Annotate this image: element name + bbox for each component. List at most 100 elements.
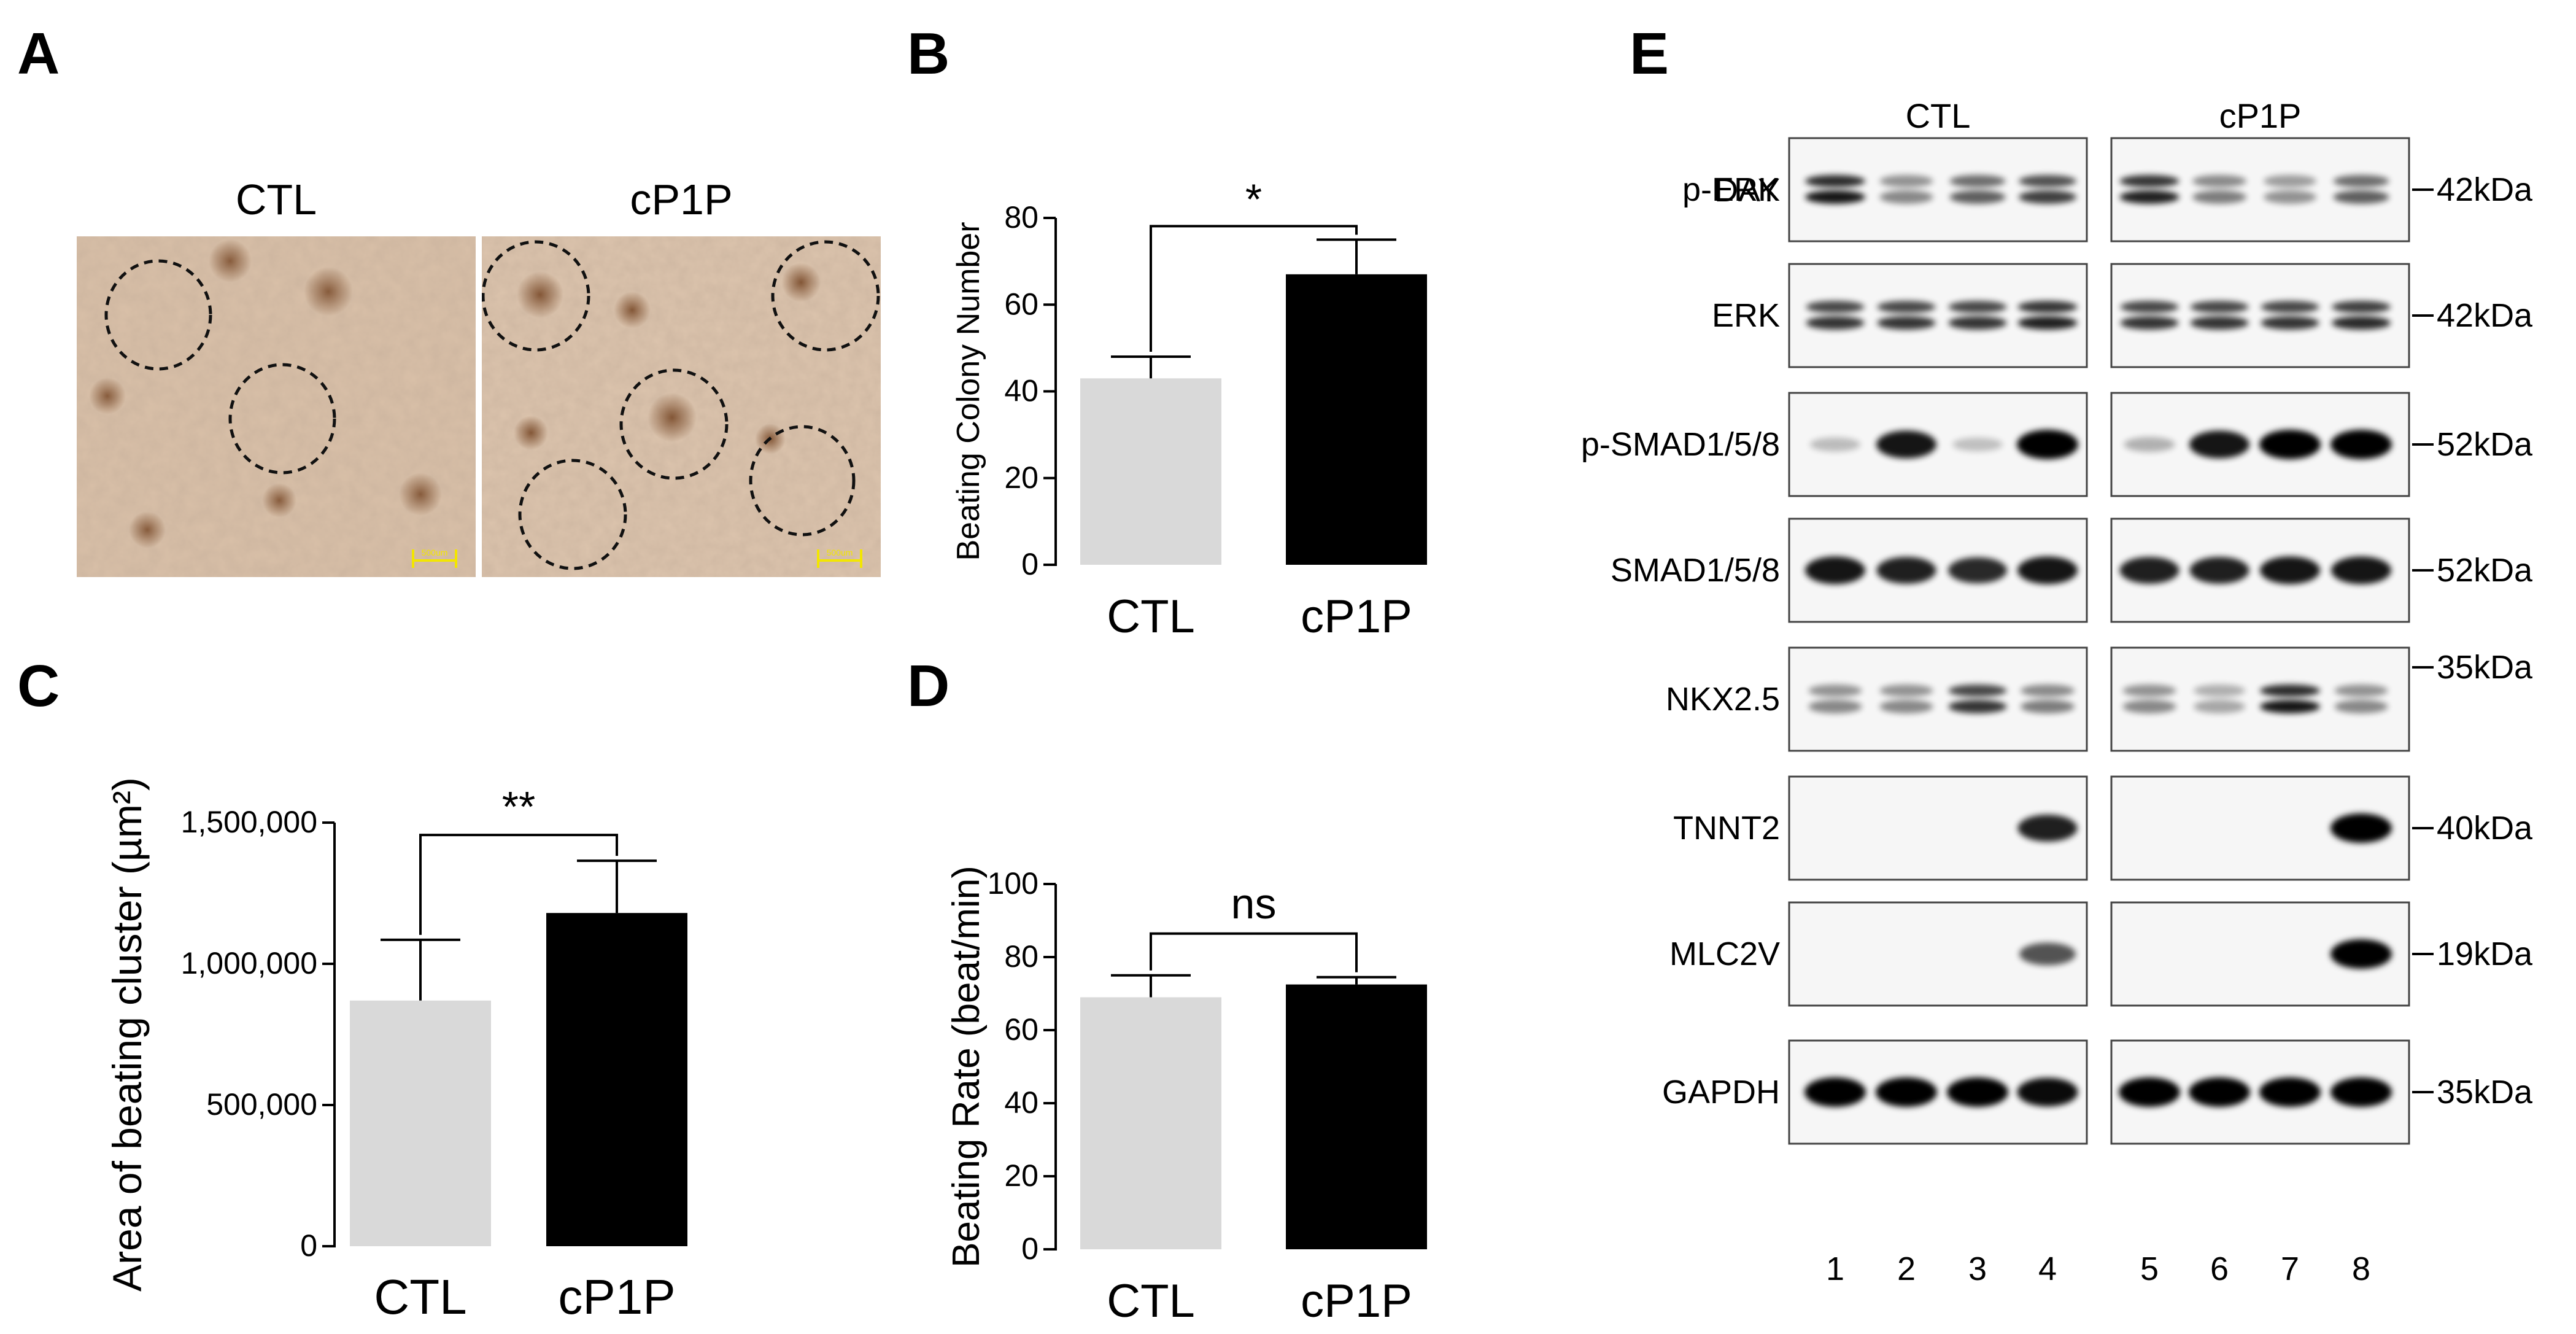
significance-bracket — [1150, 932, 1358, 972]
beating-colony-circle — [771, 240, 880, 352]
blot-band — [1879, 175, 1933, 187]
scale-bar — [817, 549, 862, 568]
kda-label: 35kDa — [2437, 1074, 2533, 1111]
beating-cluster-area-chart: 0 500,000 1,000,000 1,500,000 Area of beatin… — [104, 777, 687, 1324]
y-tick-label: 40 — [1004, 1085, 1039, 1120]
lane-number: 7 — [2281, 1251, 2299, 1287]
blot-band — [2190, 316, 2249, 330]
blot-band — [2120, 316, 2179, 330]
lane-number: 3 — [1968, 1251, 1987, 1287]
blot-band — [2332, 316, 2391, 330]
beating-colony-circle — [619, 368, 729, 480]
blot-band — [2122, 684, 2176, 697]
kda-label: 52kDa — [2437, 552, 2533, 589]
significance-bracket — [1150, 225, 1358, 352]
blot-band — [2189, 1077, 2250, 1107]
blot-band — [1877, 301, 1936, 313]
blot-band — [2334, 684, 2388, 697]
y-axis-label: Beating Colony Number — [951, 222, 986, 560]
x-category-label: cP1P — [1301, 1275, 1412, 1327]
blot-band — [2021, 700, 2075, 713]
blot-band — [1879, 190, 1933, 204]
lane-number: 6 — [2210, 1251, 2229, 1287]
y-tick-label: 20 — [1004, 1158, 1039, 1193]
blot-band — [2119, 1077, 2180, 1107]
bar-cp1p — [1286, 274, 1427, 565]
blot-band — [2260, 556, 2320, 584]
blot-band — [1949, 190, 2006, 204]
blot-band — [2017, 301, 2078, 313]
blot-band — [1948, 700, 2007, 713]
blot-band — [2333, 190, 2389, 204]
blot-band — [1806, 316, 1865, 330]
y-tick-label: 60 — [1004, 287, 1039, 321]
blot-band — [1808, 684, 1862, 697]
protein-label: SMAD1/5/8 — [1611, 552, 1780, 589]
blot-band — [2330, 430, 2392, 459]
blot-band — [2122, 700, 2176, 713]
blot-band — [2330, 939, 2392, 969]
blot-band — [1877, 316, 1936, 330]
x-category-label: CTL — [1107, 1275, 1195, 1327]
significance-label: ** — [502, 783, 535, 831]
blot-band — [1948, 684, 2007, 697]
blot-strip — [2110, 137, 2410, 242]
y-tick-label: 0 — [300, 1228, 317, 1263]
micrograph-cp1p: 500um — [482, 236, 881, 577]
y-tick-label: 60 — [1004, 1012, 1039, 1047]
kda-label: 35kDa — [2437, 649, 2533, 686]
beating-colony-circle — [749, 425, 856, 537]
blot-band — [2119, 175, 2180, 187]
blot-band — [1948, 557, 2007, 584]
bar-cp1p — [1286, 984, 1427, 1249]
blot-band — [1948, 301, 2007, 313]
blot-band — [2261, 301, 2319, 313]
y-tick-label: 0 — [1021, 547, 1039, 581]
blot-strip — [2110, 263, 2410, 368]
micrograph-label-ctl: CTL — [235, 176, 317, 223]
blot-band — [2189, 430, 2249, 459]
blot-band — [2021, 684, 2075, 697]
lane-number: 8 — [2352, 1251, 2370, 1287]
blot-band — [2017, 316, 2078, 330]
blot-band — [1949, 175, 2006, 187]
blot-band — [2194, 700, 2245, 713]
blot-band — [2330, 813, 2392, 843]
blot-band — [2259, 1077, 2321, 1107]
blot-band — [1810, 437, 1860, 452]
blot-band — [2264, 175, 2316, 187]
scale-bar — [412, 549, 457, 568]
blot-band — [1805, 175, 1865, 187]
blot-band — [2260, 700, 2320, 713]
x-category-label: cP1P — [558, 1270, 675, 1324]
blot-strip — [1788, 263, 2088, 368]
blot-band — [2017, 430, 2078, 459]
x-category-label: CTL — [1107, 591, 1195, 643]
blot-band — [2261, 316, 2319, 330]
kda-label: 19kDa — [2437, 936, 2533, 972]
blot-band — [2330, 1077, 2392, 1107]
blot-band — [2189, 557, 2249, 584]
protein-label: TNNT2 — [1673, 810, 1780, 847]
blot-band — [2192, 175, 2246, 187]
blot-band — [2333, 175, 2389, 187]
panel-letter-c: C — [17, 653, 60, 719]
scale-bar-label: 500um — [422, 548, 448, 557]
blot-strip — [1788, 646, 2088, 752]
protein-label: GAPDH — [1662, 1074, 1780, 1111]
kda-label: 42kDa — [2437, 171, 2533, 208]
y-axis-label: Beating Rate (beat/min) — [945, 866, 988, 1268]
blot-band — [2019, 175, 2076, 187]
group-label-cp1p: cP1P — [2219, 96, 2302, 135]
bar-ctl — [1080, 997, 1221, 1249]
y-tick-label: 80 — [1004, 939, 1039, 974]
y-tick-label: 500,000 — [206, 1087, 317, 1122]
blot-band — [1804, 1077, 1866, 1107]
blot-band — [2119, 557, 2180, 584]
blot-band — [1805, 190, 1865, 204]
scale-bar-label: 500um — [827, 548, 853, 557]
blot-band — [2194, 684, 2245, 697]
significance-bracket — [419, 834, 618, 935]
kda-label: 40kDa — [2437, 810, 2533, 847]
